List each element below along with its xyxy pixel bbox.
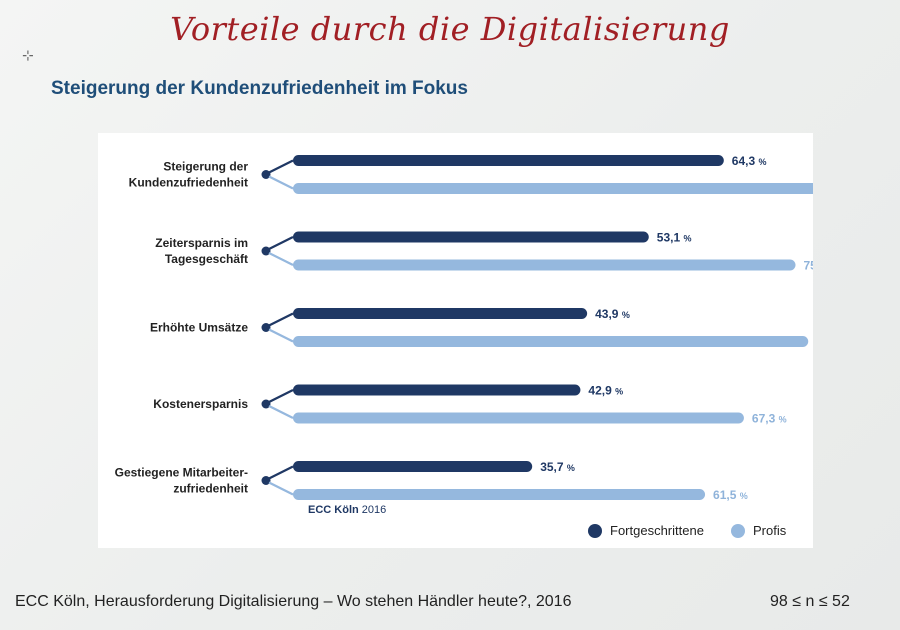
connector-line-dark (268, 312, 294, 327)
category-label: Erhöhte Umsätze (150, 321, 248, 335)
move-cursor-icon: ⊹ (22, 48, 34, 64)
category-label: Gestiegene Mitarbeiter-zufriedenheit (115, 466, 248, 496)
legend-marker-profis (731, 524, 745, 538)
bar-profis (293, 259, 796, 271)
value-label-fortgeschrittene: 53,1 % (657, 231, 692, 245)
connector-line-dark (268, 389, 294, 403)
slide-title: Vorteile durch die Digitalisierung (170, 10, 730, 48)
value-label-profis: 61,5 % (713, 488, 748, 502)
connector-dot (261, 323, 271, 332)
bar-fortgeschrittene (293, 231, 649, 243)
legend-label-fortgeschrittene: Fortgeschrittene (610, 523, 704, 538)
bar-profis (293, 336, 809, 347)
bar-profis (293, 183, 813, 194)
category-label: Kostenersparnis (153, 397, 248, 411)
connector-line-light (268, 175, 294, 190)
bar-fortgeschrittene (293, 155, 724, 166)
category-label: Zeitersparnis im Tagesgeschäft (155, 236, 248, 266)
value-label-profis: 67,3 % (752, 412, 787, 426)
legend-marker-fortgeschrittene (588, 524, 602, 538)
connector-line-light (268, 405, 294, 419)
connector-line-dark (268, 465, 294, 480)
bar-fortgeschrittene (293, 308, 588, 319)
connector-dot (261, 399, 271, 409)
value-label-profis: 75,0 % (804, 259, 814, 273)
legend-label-profis: Profis (753, 523, 787, 538)
connector-line-light (268, 252, 294, 266)
value-label-fortgeschrittene: 42,9 % (588, 384, 623, 398)
chart-credit: ECC Köln 2016 (308, 504, 386, 516)
connector-dot (261, 476, 271, 485)
slide-subtitle: Steigerung der Kundenzufriedenheit im Fo… (51, 78, 468, 99)
value-label-fortgeschrittene: 64,3 % (732, 154, 767, 168)
connector-dot (261, 170, 271, 179)
footer-sample-size: 98 ≤ n ≤ 52 (770, 593, 850, 610)
connector-line-dark (268, 236, 294, 250)
footer-source: ECC Köln, Herausforderung Digitalisierun… (15, 593, 572, 610)
bar-profis (293, 412, 744, 424)
bar-fortgeschrittene (293, 384, 581, 396)
value-label-fortgeschrittene: 43,9 % (595, 307, 630, 321)
value-label-fortgeschrittene: 35,7 % (540, 460, 575, 474)
bar-profis (293, 489, 706, 500)
category-label: Steigerung der Kundenzufriedenheit (129, 160, 249, 190)
connector-line-dark (268, 159, 294, 174)
connector-line-light (268, 481, 294, 496)
bar-fortgeschrittene (293, 461, 533, 472)
connector-line-light (268, 328, 294, 343)
connector-dot (261, 246, 271, 256)
